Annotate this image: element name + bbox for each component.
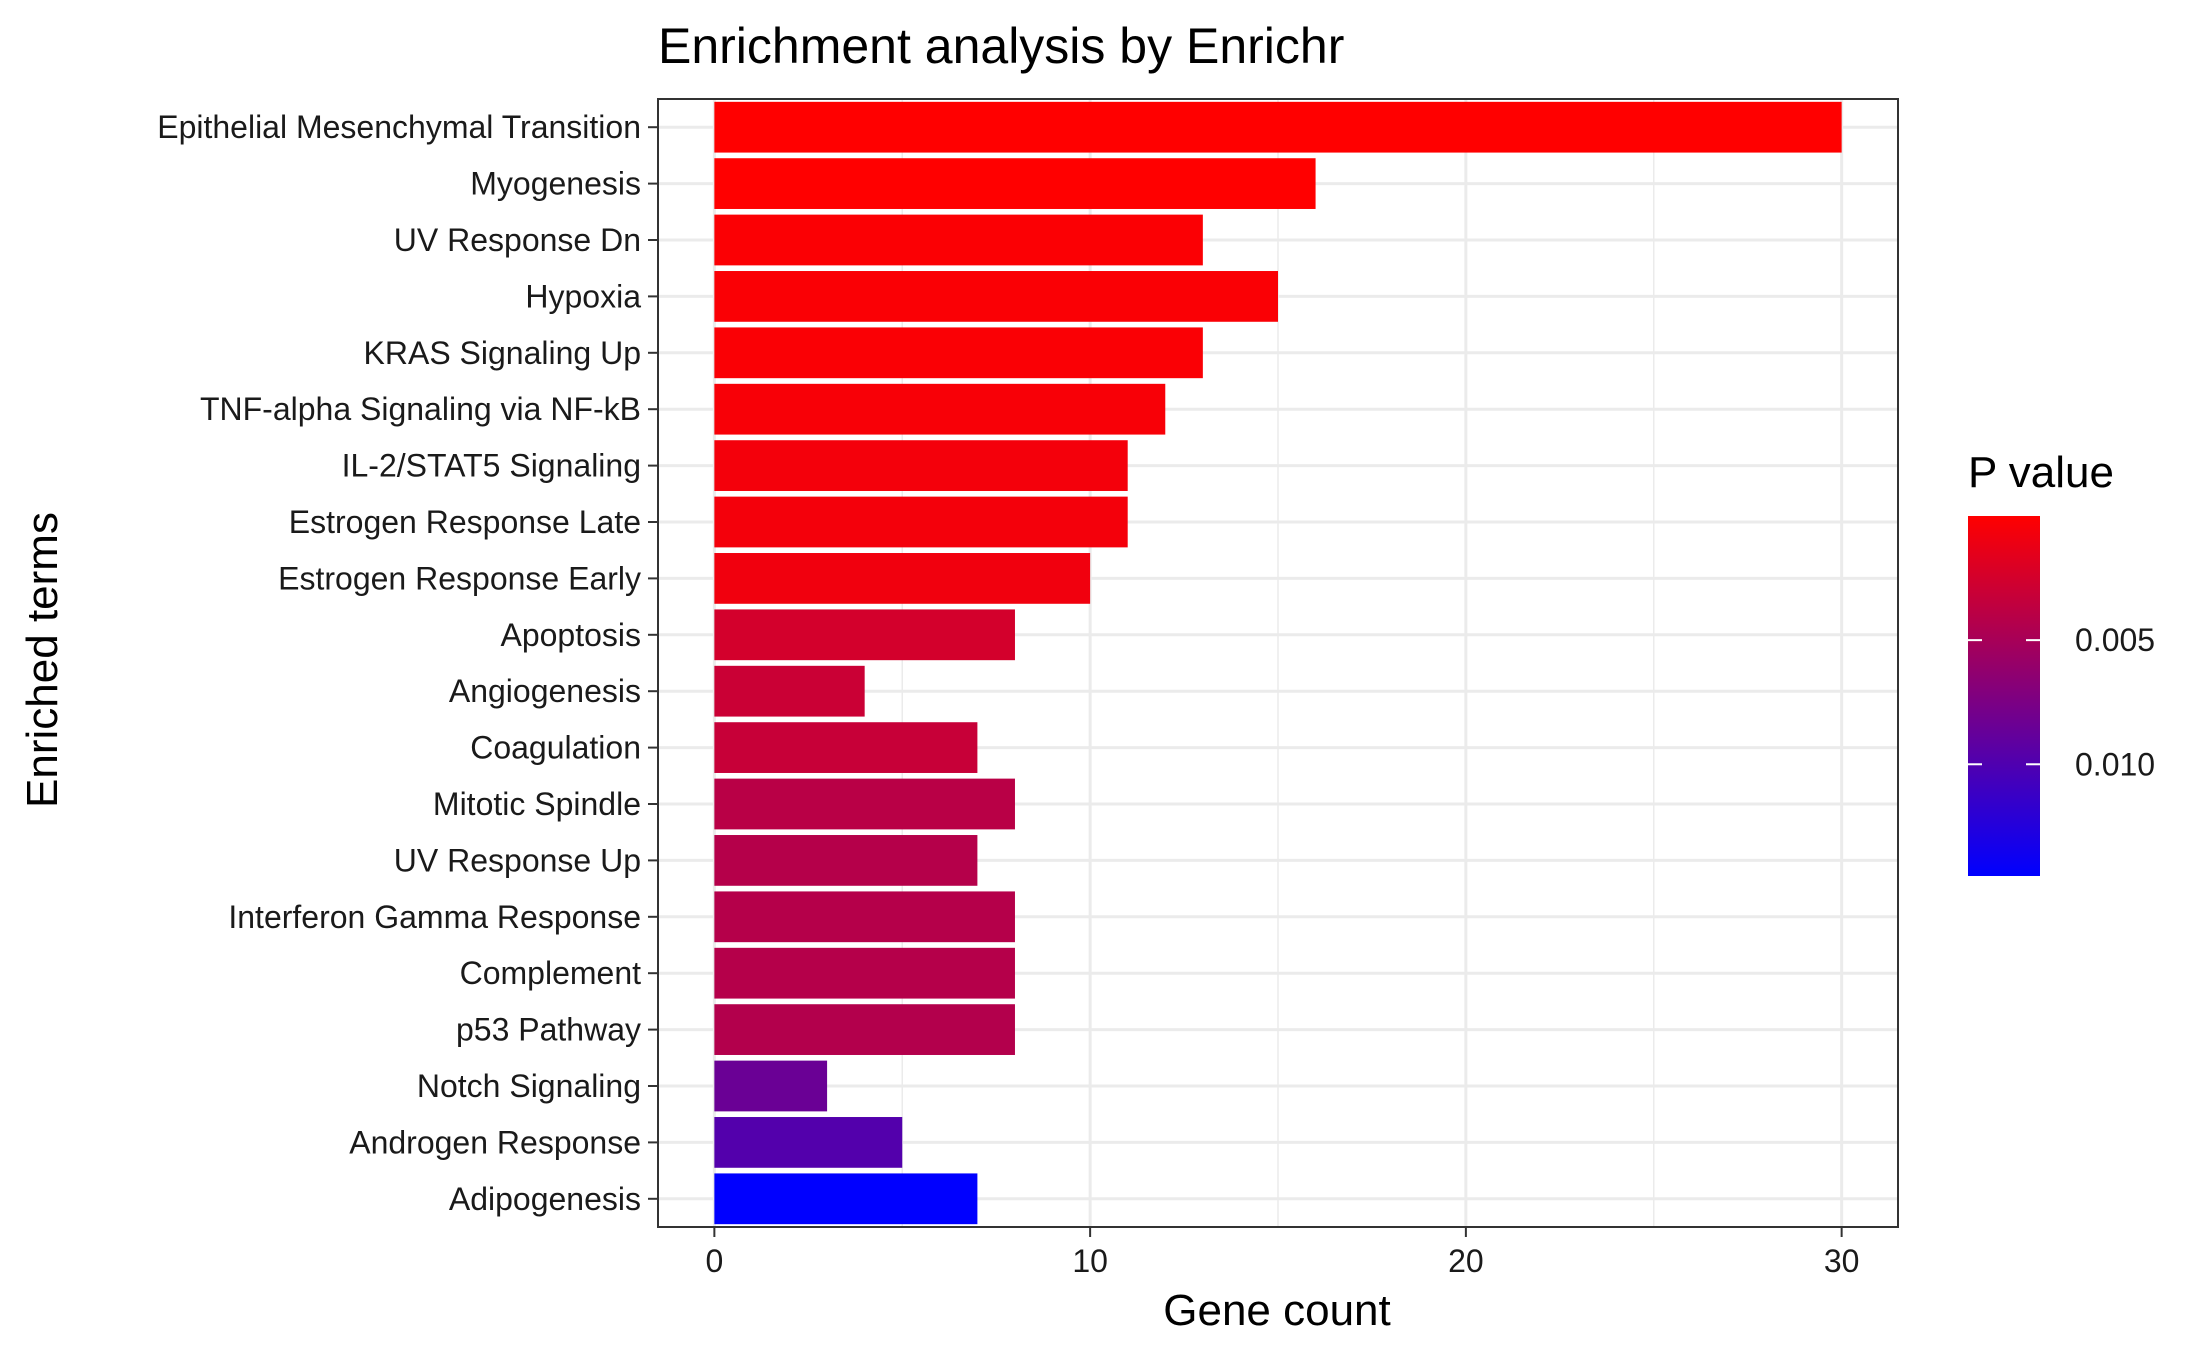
y-tick-label: p53 Pathway [456,1012,641,1048]
bar [714,947,1015,999]
y-tick-label: Estrogen Response Late [289,504,641,540]
x-axis-title: Gene count [1163,1286,1391,1335]
plot-panel: Epithelial Mesenchymal Transition Myogene… [157,98,1899,1279]
y-tick-label: Complement [460,955,642,991]
x-tick-label: 30 [1824,1243,1860,1279]
y-tick-label: UV Response Up [394,842,641,878]
y-tick-label: UV Response Dn [394,222,641,258]
legend-colorbar [1968,516,2040,876]
x-tick-label: 0 [705,1243,723,1279]
y-tick-label: TNF-alpha Signaling via NF-kB [200,391,641,427]
y-tick-label: Estrogen Response Early [278,560,641,596]
x-tick-label: 10 [1072,1243,1108,1279]
bar [714,271,1278,322]
bar [714,1060,828,1112]
bar [714,891,1015,943]
legend-tick-label: 0.005 [2075,622,2155,658]
p-value-legend: P value 0.005 0.010 [1968,448,2155,876]
y-tick-label: Notch Signaling [417,1068,641,1104]
bar [714,440,1128,491]
y-tick-label: Angiogenesis [449,673,641,709]
bar [714,158,1316,209]
y-tick-label: IL-2/STAT5 Signaling [342,448,641,484]
bar [714,1117,903,1168]
bar [714,383,1166,435]
y-tick-label: Myogenesis [470,166,641,202]
panel-border [657,98,1899,1228]
bar [714,835,978,886]
bar [714,609,1015,661]
bar [714,496,1128,548]
legend-tick-label: 0.010 [2075,746,2155,782]
bar [714,1173,978,1225]
y-tick-label: Interferon Gamma Response [228,899,641,935]
x-tick-label: 20 [1448,1243,1484,1279]
legend-title: P value [1968,448,2114,497]
y-tick-label: Coagulation [470,730,641,766]
bar [714,722,978,773]
bar [714,553,1091,604]
y-tick-label: Apoptosis [500,617,641,653]
y-tick-label: KRAS Signaling Up [364,335,641,371]
y-tick-label: Androgen Response [349,1124,641,1160]
y-tick-label: Epithelial Mesenchymal Transition [157,109,641,145]
bar [714,214,1203,266]
chart-title: Enrichment analysis by Enrichr [658,18,1344,74]
y-tick-label: Hypoxia [525,278,641,314]
bar [714,327,1203,379]
y-axis-title: Enriched terms [18,512,67,808]
bar [714,1004,1015,1055]
y-tick-label: Mitotic Spindle [433,786,641,822]
bar [714,778,1015,830]
y-tick-label: Adipogenesis [449,1181,641,1217]
bar [714,665,865,717]
bar [714,101,1842,153]
